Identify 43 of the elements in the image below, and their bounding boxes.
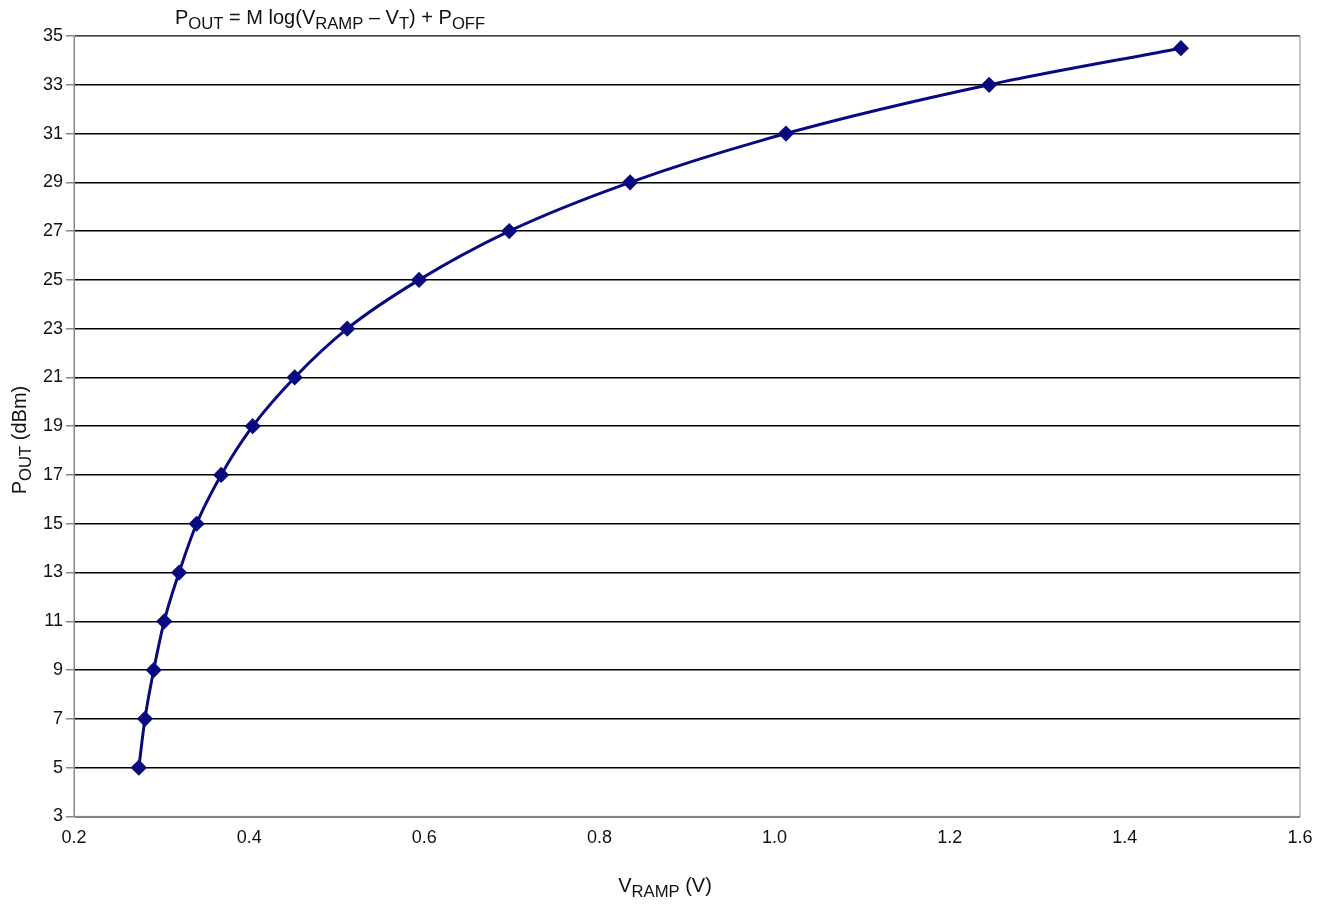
y-tick-label: 3 — [53, 805, 64, 826]
point — [981, 77, 997, 93]
y-tick-label: 33 — [42, 73, 64, 94]
point — [213, 467, 229, 483]
point — [339, 321, 355, 337]
y-tick-label: 17 — [42, 463, 64, 484]
point — [411, 272, 427, 288]
x-tick-label: 0.4 — [236, 827, 262, 848]
y-tick-label: 21 — [42, 366, 64, 387]
point — [622, 174, 638, 190]
point — [287, 369, 303, 385]
point — [189, 516, 205, 532]
point — [171, 565, 187, 581]
point — [156, 613, 172, 629]
x-tick-label: 1.2 — [937, 827, 963, 848]
x-tick-label: 0.2 — [61, 827, 87, 848]
point — [146, 662, 162, 678]
point — [137, 711, 153, 727]
y-tick-label: 31 — [42, 122, 64, 143]
y-tick-label: 9 — [53, 659, 64, 680]
y-tick-label: 29 — [42, 171, 64, 192]
x-axis-title: V$_{RAMP}$ (V) — [617, 874, 713, 902]
point — [501, 223, 517, 239]
y-tick-label: 23 — [42, 317, 64, 338]
x-tick-label: 0.8 — [586, 827, 612, 848]
chart-title: P$_{OUT}$ = M log(V$_{RAMP}$ – V$_{T}$) + P$_{OFF}$ — [175, 6, 486, 34]
y-tick-label: 27 — [42, 220, 64, 241]
y-tick-label: 13 — [42, 561, 64, 582]
y-tick-label: 5 — [53, 756, 64, 777]
x-tick-label: 1.4 — [1112, 827, 1138, 848]
point — [245, 418, 261, 434]
x-tick-label: 0.6 — [411, 827, 437, 848]
y-tick-label: 7 — [53, 707, 64, 728]
x-tick-label: 1.6 — [1287, 827, 1313, 848]
x-tick-label: 1.0 — [762, 827, 788, 848]
point — [778, 126, 794, 142]
y-tick-label: 35 — [42, 24, 64, 45]
point — [1173, 40, 1189, 56]
y-tick-label: 19 — [42, 415, 64, 436]
y-tick-label: 11 — [44, 610, 64, 631]
point — [131, 760, 147, 776]
y-tick-label: 15 — [42, 512, 64, 533]
y-tick-label: 25 — [42, 268, 64, 289]
